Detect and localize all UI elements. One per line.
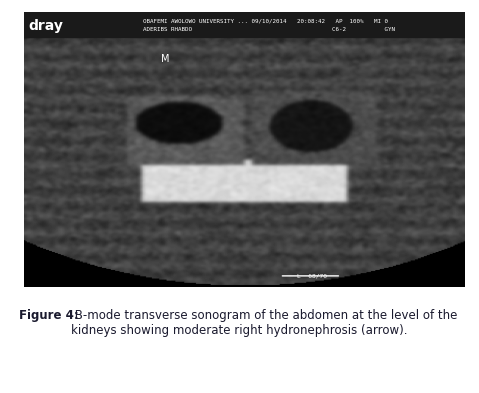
Text: OBAFEMI AWOLOWO UNIVERSITY ... 09/10/2014   20:08:42   AP  100%   MI 0: OBAFEMI AWOLOWO UNIVERSITY ... 09/10/201… (143, 19, 388, 24)
Text: Figure 4:: Figure 4: (19, 309, 79, 322)
Text: ADERIBS RHABDO                                        C6-2           GYN: ADERIBS RHABDO C6-2 GYN (143, 27, 395, 32)
Text: B-mode transverse sonogram of the abdomen at the level of the kidneys showing mo: B-mode transverse sonogram of the abdome… (71, 309, 457, 337)
Text: M: M (161, 53, 169, 64)
Text: L  68/70: L 68/70 (297, 274, 327, 278)
Bar (24, 12, 465, 37)
Text: dray: dray (28, 18, 63, 33)
FancyBboxPatch shape (5, 4, 474, 389)
